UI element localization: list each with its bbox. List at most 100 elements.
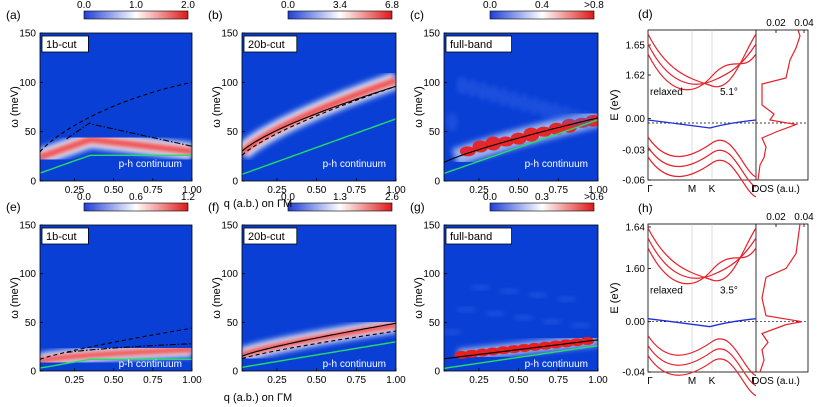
- continuum-edge-line: [40, 154, 192, 174]
- fullband-noise: [445, 112, 458, 131]
- conduction-band: [647, 227, 757, 282]
- y-tick-label: 0: [30, 367, 36, 378]
- kpoint-label: Γ: [751, 184, 757, 195]
- flat-band: [647, 119, 757, 129]
- dashed-dispersion: [242, 85, 396, 156]
- y-tick-label: 50: [25, 127, 37, 138]
- relaxed-label: relaxed: [650, 286, 683, 297]
- colorbar-tick-label: 0.0: [281, 192, 295, 203]
- y-axis-label: ω (meV): [413, 277, 425, 319]
- method-label-box: [41, 227, 89, 245]
- band-panel-d: (d) 1.65 1.62 0.00 -0.03 -0.06 E (eV) Γ M K Γrelax…: [609, 7, 814, 198]
- kpoint-label: K: [709, 376, 716, 387]
- panel-frame: [241, 32, 397, 182]
- x-tick-label: 0.50: [307, 185, 327, 196]
- x-tick-label: 0.75: [143, 185, 163, 196]
- y-tick-label: 150: [423, 221, 440, 232]
- continuum-label: p-h continuum: [525, 359, 588, 370]
- y-axis-label: E (eV): [609, 89, 621, 120]
- plasmon-branch: [40, 136, 192, 161]
- y-tick-label: 1.62: [626, 71, 646, 82]
- kpoint-label: K: [709, 184, 716, 195]
- continuum-label: p-h continuum: [119, 359, 182, 370]
- fullband-noise: [476, 82, 489, 101]
- fullband-noise: [513, 314, 534, 321]
- conduction-band: [647, 43, 757, 85]
- x-tick-label: 1.00: [182, 185, 202, 196]
- x-tick-label: 1.00: [588, 375, 608, 386]
- x-tick-label: 0.50: [509, 375, 529, 386]
- continuum-label: p-h continuum: [119, 159, 182, 170]
- continuum-edge-line: [242, 118, 396, 175]
- x-tick-label: 0.25: [267, 185, 287, 196]
- y-tick-label: 1.64: [626, 222, 646, 233]
- kpoint-label: Γ: [751, 376, 757, 387]
- valence-band: [647, 156, 757, 198]
- heatmap-content: [40, 81, 192, 174]
- fullband-blob: [538, 341, 553, 350]
- colorbar-tick-label: 3.4: [333, 0, 347, 11]
- kpoint-label: M: [688, 376, 696, 387]
- heatmap-content: [444, 284, 598, 370]
- y-axis-label: E (eV): [609, 282, 621, 313]
- x-tick-label: 0.75: [347, 375, 367, 386]
- solid-dispersion: [242, 322, 396, 357]
- fullband-noise: [549, 102, 562, 121]
- heatmap-content: [40, 327, 192, 369]
- x-tick-label: 0.25: [469, 185, 489, 196]
- fullband-noise: [527, 292, 548, 299]
- colorbar-tick-label: >0.8: [584, 0, 604, 11]
- continuum-edge-line: [444, 345, 598, 370]
- panel-label: (e): [6, 200, 21, 214]
- y-tick-label: -0.03: [622, 146, 645, 157]
- y-tick-label: 150: [221, 29, 238, 40]
- flat-band: [647, 318, 757, 328]
- twist-angle-label: 3.5°: [720, 286, 738, 297]
- colorbar-tick-label: 1.3: [333, 192, 347, 203]
- twist-angle-label: 5.1°: [720, 87, 738, 98]
- y-tick-label: 100: [221, 269, 238, 280]
- y-tick-label: 150: [19, 221, 36, 232]
- colorbar-tick-label: 0.0: [77, 192, 91, 203]
- continuum-label: p-h continuum: [323, 159, 386, 170]
- panel-label: (f): [208, 200, 219, 214]
- kpoint-label: Γ: [647, 376, 653, 387]
- x-axis-label-top: q (a.b.) on ΓM: [224, 198, 292, 210]
- panel-e: 0 50 100 150 0.25 0.50 0.75 1.00 ω (meV) (e) 1b-cu…: [6, 192, 202, 386]
- dos-curve: [758, 223, 803, 373]
- fullband-blob: [472, 140, 489, 153]
- y-tick-label: 50: [25, 318, 37, 329]
- method-label-box: [445, 35, 512, 53]
- continuum-edge-line: [242, 341, 396, 368]
- colorbar-tick-label: 0.6: [129, 192, 143, 203]
- panel-frame: [443, 32, 599, 182]
- y-tick-label: 150: [221, 221, 238, 232]
- x-tick-label: 1.00: [386, 375, 406, 386]
- x-tick-label: 0.50: [307, 375, 327, 386]
- method-label: full-band: [450, 39, 492, 51]
- y-tick-label: 50: [429, 318, 441, 329]
- panel-label: (g): [410, 200, 425, 214]
- band-frame: [647, 29, 809, 181]
- dos-curve: [757, 29, 801, 181]
- y-tick-label: 150: [19, 29, 36, 40]
- solid-dispersion: [242, 85, 396, 152]
- colorbar-tick-label: >0.6: [584, 192, 604, 203]
- heatmap-content: [242, 72, 396, 175]
- method-label-box: [445, 227, 512, 245]
- fullband-noise: [556, 295, 577, 302]
- y-tick-label: 100: [423, 269, 440, 280]
- band-frame: [647, 223, 809, 373]
- fullband-noise: [456, 76, 469, 95]
- colorbar-tick-label: 0.0: [483, 192, 497, 203]
- y-axis-label: ω (meV): [413, 86, 425, 128]
- method-label-box: [243, 35, 298, 53]
- x-tick-label: 1.00: [182, 375, 202, 386]
- continuum-label: p-h continuum: [525, 159, 588, 170]
- y-tick-label: -0.06: [622, 176, 645, 187]
- dos-axis-label: DOS (a.u.): [752, 376, 800, 387]
- y-tick-label: 100: [19, 78, 36, 89]
- conduction-band: [647, 247, 757, 285]
